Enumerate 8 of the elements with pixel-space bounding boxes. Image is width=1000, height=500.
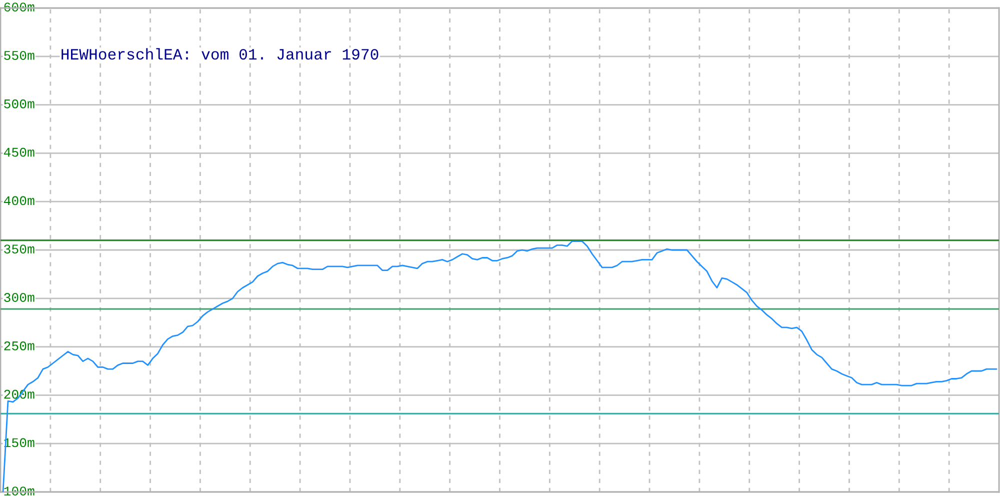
y-tick-label: 500m [4,99,34,108]
text: HEWHoerschlEA: vom 01. Januar 1970 [62,48,378,60]
y-tick-label: 350m [4,244,34,254]
y-tick-label: 300m [4,292,34,302]
y-tick-label: 450m [4,148,34,157]
y-tick-label: 400m [4,196,34,206]
y-tick-label: 250m [4,341,34,350]
y-tick-label: 550m [4,50,34,60]
